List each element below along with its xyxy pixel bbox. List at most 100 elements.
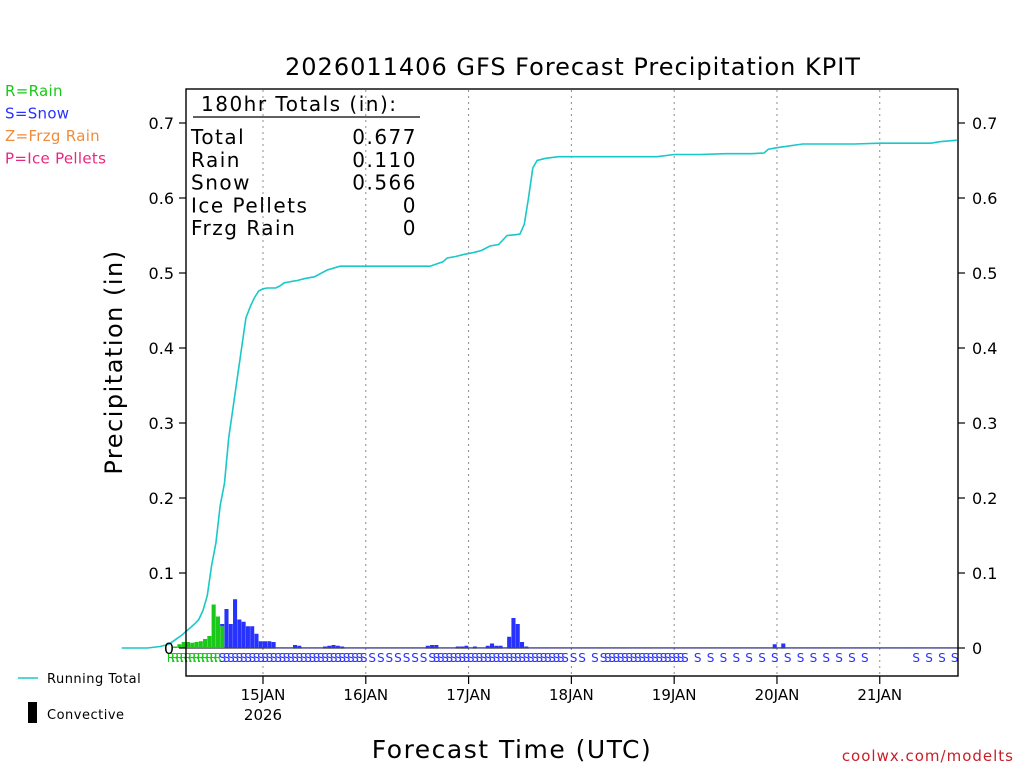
snow-bar bbox=[245, 626, 250, 648]
snow-bar bbox=[322, 646, 328, 648]
precip-type-letter: S bbox=[797, 651, 805, 665]
precip-type-letter: S bbox=[544, 651, 552, 665]
snow-bar bbox=[537, 647, 542, 649]
precip-type-letter: S bbox=[548, 651, 556, 665]
precip-type-letter: S bbox=[600, 651, 608, 665]
snow-bar bbox=[228, 624, 233, 648]
precip-type-letter: S bbox=[561, 651, 569, 665]
snow-bar bbox=[618, 647, 623, 649]
snow-bar bbox=[417, 647, 422, 649]
snow-bar bbox=[318, 647, 323, 649]
snow-bar bbox=[905, 647, 910, 649]
totals-row-label: Rain bbox=[191, 148, 241, 172]
convective-legend-label: Convective bbox=[47, 708, 125, 723]
precip-type-letter: S bbox=[720, 651, 728, 665]
snow-bar bbox=[699, 647, 704, 649]
snow-bar bbox=[948, 647, 953, 649]
x-tick-label: 15JAN bbox=[241, 686, 286, 704]
snow-bar bbox=[241, 621, 246, 648]
running-total-series bbox=[121, 139, 957, 649]
totals-row-value: 0.566 bbox=[352, 171, 417, 195]
snow-bar bbox=[759, 647, 764, 649]
snow-bar bbox=[597, 647, 602, 649]
snow-bar bbox=[776, 647, 782, 649]
snow-bar bbox=[425, 645, 430, 648]
precip-type-letter: S bbox=[938, 651, 946, 665]
precip-type-letter: R bbox=[197, 651, 205, 665]
precip-type-letter: S bbox=[300, 651, 308, 665]
precip-type-letter: S bbox=[480, 651, 488, 665]
snow-bar bbox=[545, 647, 550, 649]
y-tick-label-right: 0.2 bbox=[972, 489, 997, 508]
snow-bar bbox=[421, 647, 426, 649]
snow-bar bbox=[485, 645, 490, 648]
snow-bar bbox=[267, 641, 272, 648]
precip-type-letter: S bbox=[458, 651, 466, 665]
precip-type-letter: S bbox=[925, 651, 933, 665]
snow-bar bbox=[468, 647, 473, 649]
axes: 15JAN 16JAN 17JAN 18JAN 19JAN 20JAN 21JAN 2026 0… bbox=[149, 88, 997, 724]
snow-bar bbox=[250, 626, 255, 648]
precip-type-letter: S bbox=[497, 651, 505, 665]
snow-bar bbox=[781, 643, 786, 648]
snow-bar bbox=[892, 647, 897, 649]
snow-bar bbox=[862, 647, 867, 649]
precip-type-letter: S bbox=[334, 651, 342, 665]
snow-bar bbox=[511, 618, 516, 648]
snow-bar bbox=[605, 647, 610, 649]
precip-type-letter: S bbox=[223, 651, 231, 665]
precip-type-letter: S bbox=[403, 651, 411, 665]
y-tick-label-left: 0.7 bbox=[149, 114, 174, 133]
y-tick-label-left: 0.1 bbox=[149, 564, 174, 583]
snow-bar bbox=[682, 647, 687, 649]
precip-type-letter: S bbox=[655, 651, 663, 665]
precip-type-letter: R bbox=[188, 651, 196, 665]
snow-bar bbox=[627, 647, 632, 649]
precip-type-letter: S bbox=[822, 651, 830, 665]
snow-bar bbox=[738, 647, 743, 649]
precip-type-letter: S bbox=[338, 651, 346, 665]
snow-bar bbox=[370, 647, 375, 649]
credit-text: coolwx.com/modelts bbox=[842, 747, 1014, 765]
snow-bar bbox=[387, 647, 392, 649]
snow-bar bbox=[614, 647, 619, 649]
snow-bar bbox=[404, 647, 409, 649]
snow-bar bbox=[460, 646, 465, 648]
snow-bar bbox=[931, 647, 936, 649]
snow-bar bbox=[412, 647, 417, 649]
precip-type-letter: S bbox=[278, 651, 286, 665]
snow-bar bbox=[275, 647, 280, 649]
y-axis-label: Precipitation (in) bbox=[100, 249, 128, 474]
snow-bar bbox=[477, 647, 482, 649]
snow-bar bbox=[434, 645, 439, 648]
snow-bar bbox=[361, 647, 366, 649]
running-total-line bbox=[121, 139, 957, 649]
snow-bar bbox=[794, 647, 799, 649]
precip-type-letter: S bbox=[694, 651, 702, 665]
precip-type-letter: S bbox=[677, 651, 685, 665]
precip-type-letter: S bbox=[240, 651, 248, 665]
precip-type-letter: S bbox=[428, 651, 436, 665]
precip-type-letter: S bbox=[283, 651, 291, 665]
snow-bar bbox=[858, 647, 863, 649]
x-tick-label: 16JAN bbox=[343, 686, 388, 704]
snow-bar bbox=[284, 647, 289, 649]
snow-bar bbox=[579, 647, 585, 649]
gridlines bbox=[262, 90, 881, 676]
snow-bar bbox=[952, 647, 957, 649]
precip-type-letter: S bbox=[758, 651, 766, 665]
precip-type-letter: S bbox=[540, 651, 548, 665]
y-tick-label-left: 0 bbox=[164, 639, 174, 658]
snow-bar bbox=[233, 599, 238, 648]
precip-type-letter: S bbox=[634, 651, 642, 665]
precip-type-letter: S bbox=[848, 651, 856, 665]
legend-type-4: P=Ice Pellets bbox=[5, 150, 106, 168]
snow-bar bbox=[558, 647, 563, 649]
snow-bar bbox=[305, 647, 310, 649]
snow-bar bbox=[524, 646, 529, 648]
rain-bar bbox=[173, 646, 178, 648]
snow-bar bbox=[464, 645, 469, 648]
precip-type-letter: S bbox=[450, 651, 458, 665]
precip-type-letter: S bbox=[296, 651, 304, 665]
rain-bar bbox=[207, 636, 212, 648]
